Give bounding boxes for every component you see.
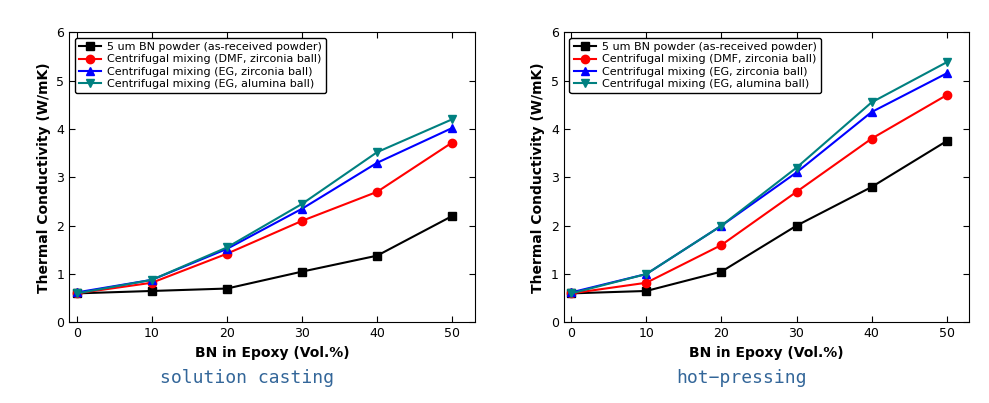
5 um BN powder (as-received powder) (641, 289, 653, 293)
Centrifugal mixing (EG, zirconia ball) (296, 206, 308, 211)
Y-axis label: Thermal Conductivity (W/mK): Thermal Conductivity (W/mK) (37, 62, 50, 293)
5 um BN powder (as-received powder) (446, 214, 458, 218)
Centrifugal mixing (DMF, zirconia ball) (71, 291, 83, 296)
Centrifugal mixing (DMF, zirconia ball) (146, 280, 158, 285)
Text: hot−pressing: hot−pressing (676, 369, 807, 387)
Centrifugal mixing (EG, alumina ball) (941, 60, 952, 64)
Centrifugal mixing (EG, alumina ball) (641, 272, 653, 276)
Centrifugal mixing (EG, alumina ball) (446, 117, 458, 122)
Line: Centrifugal mixing (EG, zirconia ball): Centrifugal mixing (EG, zirconia ball) (72, 124, 456, 297)
Centrifugal mixing (EG, alumina ball) (715, 223, 727, 228)
5 um BN powder (as-received powder) (790, 223, 802, 228)
5 um BN powder (as-received powder) (221, 286, 232, 291)
Centrifugal mixing (DMF, zirconia ball) (641, 280, 653, 285)
Centrifugal mixing (EG, alumina ball) (221, 245, 232, 250)
Centrifugal mixing (EG, zirconia ball) (715, 223, 727, 228)
X-axis label: BN in Epoxy (Vol.%): BN in Epoxy (Vol.%) (195, 346, 349, 360)
Centrifugal mixing (DMF, zirconia ball) (446, 140, 458, 145)
Centrifugal mixing (DMF, zirconia ball) (221, 251, 232, 256)
Centrifugal mixing (EG, alumina ball) (71, 291, 83, 296)
Centrifugal mixing (DMF, zirconia ball) (790, 189, 802, 194)
Centrifugal mixing (EG, zirconia ball) (790, 170, 802, 175)
Centrifugal mixing (EG, alumina ball) (296, 202, 308, 206)
5 um BN powder (as-received powder) (146, 289, 158, 293)
Line: Centrifugal mixing (DMF, zirconia ball): Centrifugal mixing (DMF, zirconia ball) (72, 138, 456, 297)
Centrifugal mixing (EG, alumina ball) (146, 277, 158, 282)
Text: solution casting: solution casting (160, 369, 334, 387)
5 um BN powder (as-received powder) (865, 185, 877, 189)
5 um BN powder (as-received powder) (715, 269, 727, 274)
Legend: 5 um BN powder (as-received powder), Centrifugal mixing (DMF, zirconia ball), Ce: 5 um BN powder (as-received powder), Cen… (570, 38, 821, 93)
Line: Centrifugal mixing (EG, alumina ball): Centrifugal mixing (EG, alumina ball) (72, 115, 456, 297)
Line: Centrifugal mixing (EG, zirconia ball): Centrifugal mixing (EG, zirconia ball) (567, 69, 950, 297)
Centrifugal mixing (DMF, zirconia ball) (865, 136, 877, 141)
X-axis label: BN in Epoxy (Vol.%): BN in Epoxy (Vol.%) (689, 346, 844, 360)
Line: Centrifugal mixing (DMF, zirconia ball): Centrifugal mixing (DMF, zirconia ball) (567, 91, 950, 297)
Centrifugal mixing (DMF, zirconia ball) (371, 189, 383, 194)
5 um BN powder (as-received powder) (371, 253, 383, 258)
Centrifugal mixing (EG, alumina ball) (865, 100, 877, 105)
Centrifugal mixing (EG, alumina ball) (790, 165, 802, 170)
Line: 5 um BN powder (as-received powder): 5 um BN powder (as-received powder) (72, 212, 456, 297)
Legend: 5 um BN powder (as-received powder), Centrifugal mixing (DMF, zirconia ball), Ce: 5 um BN powder (as-received powder), Cen… (75, 38, 326, 93)
Centrifugal mixing (EG, zirconia ball) (941, 71, 952, 76)
Centrifugal mixing (DMF, zirconia ball) (566, 291, 578, 296)
5 um BN powder (as-received powder) (566, 291, 578, 296)
5 um BN powder (as-received powder) (296, 269, 308, 274)
Line: 5 um BN powder (as-received powder): 5 um BN powder (as-received powder) (567, 137, 950, 297)
Centrifugal mixing (EG, alumina ball) (371, 150, 383, 155)
5 um BN powder (as-received powder) (71, 291, 83, 296)
Centrifugal mixing (EG, zirconia ball) (71, 290, 83, 295)
Centrifugal mixing (DMF, zirconia ball) (296, 218, 308, 223)
Centrifugal mixing (EG, zirconia ball) (641, 272, 653, 276)
Centrifugal mixing (EG, zirconia ball) (371, 160, 383, 165)
Centrifugal mixing (DMF, zirconia ball) (715, 243, 727, 247)
Centrifugal mixing (EG, zirconia ball) (446, 126, 458, 131)
Centrifugal mixing (EG, zirconia ball) (865, 110, 877, 114)
Line: Centrifugal mixing (EG, alumina ball): Centrifugal mixing (EG, alumina ball) (567, 58, 950, 297)
Centrifugal mixing (EG, zirconia ball) (566, 290, 578, 295)
Y-axis label: Thermal Conductivity (W/mK): Thermal Conductivity (W/mK) (531, 62, 545, 293)
Centrifugal mixing (EG, zirconia ball) (221, 247, 232, 251)
Centrifugal mixing (DMF, zirconia ball) (941, 93, 952, 98)
Centrifugal mixing (EG, zirconia ball) (146, 277, 158, 282)
5 um BN powder (as-received powder) (941, 139, 952, 143)
Centrifugal mixing (EG, alumina ball) (566, 291, 578, 296)
